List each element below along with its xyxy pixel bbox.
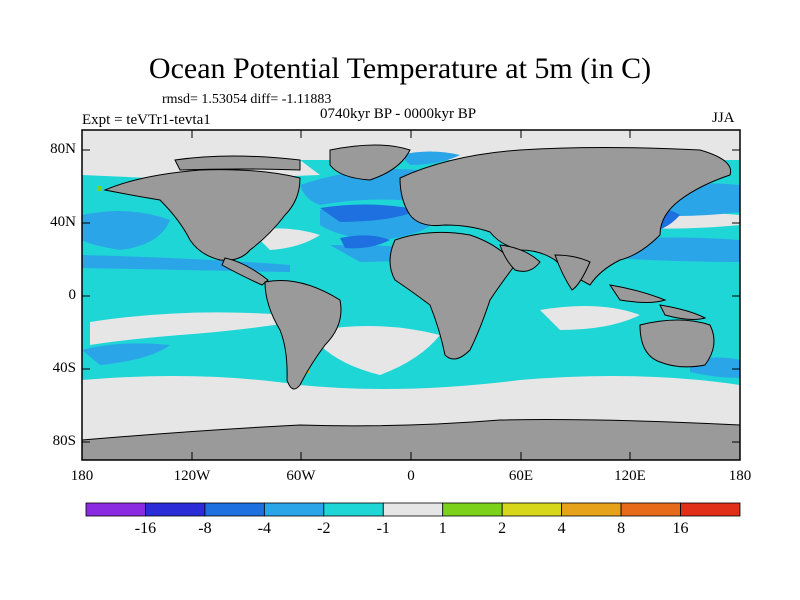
experiment-text: Expt = teVTr1-tevta1 [82,112,211,128]
lon-label-180w: 180 [70,468,94,484]
cool-anomaly-regions [82,151,740,378]
map-title: Ocean Potential Temperature at 5m (in C) [148,52,652,85]
colorbar-label: 8 [617,520,626,537]
colorbar-label: -2 [317,520,331,537]
lon-label-120w: 120W [173,468,211,484]
colorbar-swatch [145,502,206,517]
period-text: 0740kyr BP - 0000kyr BP [320,106,477,122]
colorbar-swatch [501,502,563,517]
colorbar-label: -8 [198,520,212,537]
stats-text: rmsd= 1.53054 diff= -1.11883 [162,92,332,107]
colorbar-swatch [680,502,741,517]
lon-label-0: 0 [407,468,415,484]
lon-label-60e: 60E [508,468,534,484]
colorbar-label: -1 [376,520,390,537]
colorbar-swatch [85,502,146,517]
colorbar-swatch [382,502,444,517]
lat-label-80n: 80N [50,141,76,157]
colorbar-label: 4 [557,520,566,537]
colorbar-label: -16 [134,520,157,537]
colorbar-label: 2 [498,520,507,537]
colorbar [85,502,741,517]
colorbar-label: 1 [438,520,447,537]
lon-label-180e: 180 [728,468,752,484]
lon-label-60w: 60W [286,468,316,484]
lat-label-40s: 40S [52,360,76,376]
colorbar-label: -4 [257,520,272,537]
lon-label-120e: 120E [614,468,646,484]
lat-label-80s: 80S [52,433,76,449]
season-text: JJA [712,110,735,126]
colorbar-swatch [204,502,265,517]
colorbar-swatch [323,502,384,517]
colorbar-swatch [263,502,325,517]
continents [81,144,741,461]
axis-ticks [82,130,740,460]
lat-label-40n: 40N [50,214,76,230]
colorbar-swatch [442,502,503,517]
colorbar-label: 16 [672,520,689,537]
lat-label-0: 0 [68,287,77,303]
colorbar-swatch [620,502,681,517]
colorbar-swatch [561,502,622,517]
